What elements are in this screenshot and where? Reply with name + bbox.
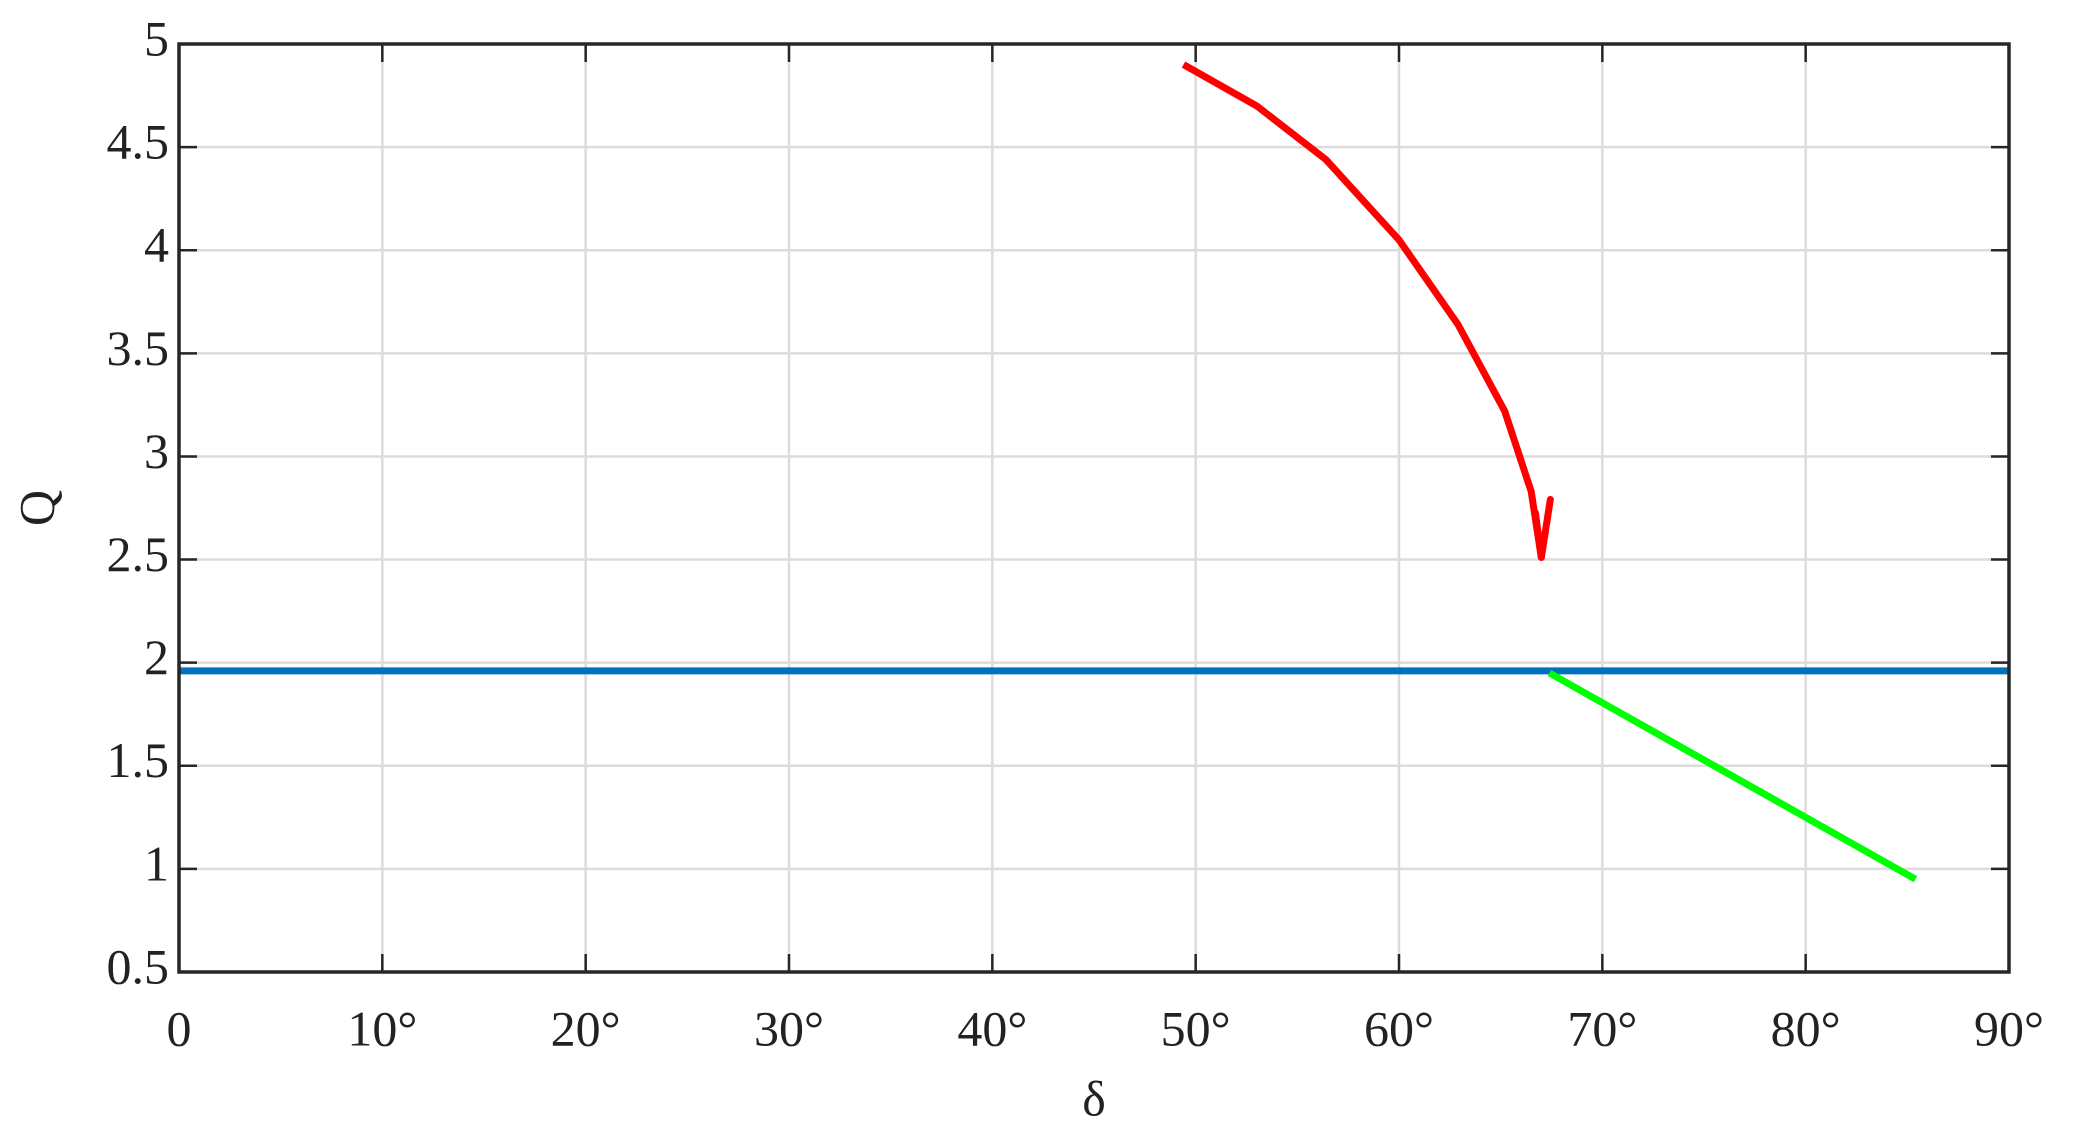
y-tick-label: 4 (144, 217, 169, 273)
x-tick-label: 60° (1364, 1000, 1434, 1056)
x-tick-label: 50° (1161, 1000, 1231, 1056)
y-tick-label: 2 (144, 629, 169, 685)
arrow-head (1531, 495, 1554, 561)
y-tick-label: 4.5 (107, 114, 170, 170)
y-tick-label: 0.5 (107, 938, 170, 994)
line-series (1181, 61, 1545, 559)
y-tick-label: 2.5 (107, 526, 170, 582)
y-axis-label: Q (8, 490, 64, 526)
line-series (1547, 669, 1918, 883)
y-tick-label: 1.5 (107, 732, 170, 788)
x-tick-label: 80° (1771, 1000, 1841, 1056)
x-tick-label: 70° (1567, 1000, 1637, 1056)
x-axis-label: δ (1082, 1070, 1106, 1126)
y-tick-label: 5 (144, 10, 169, 66)
x-tick-label: 90° (1974, 1000, 2044, 1056)
plot-frame (177, 42, 2011, 974)
x-tick-label: 30° (754, 1000, 824, 1056)
y-tick-label: 3.5 (107, 320, 170, 376)
x-tick-label: 0 (167, 1000, 192, 1056)
x-tick-label: 20° (551, 1000, 621, 1056)
x-tick-label: 40° (957, 1000, 1027, 1056)
y-tick-label: 1 (144, 835, 169, 891)
y-tick-label: 3 (144, 423, 169, 479)
x-tick-label: 10° (347, 1000, 417, 1056)
